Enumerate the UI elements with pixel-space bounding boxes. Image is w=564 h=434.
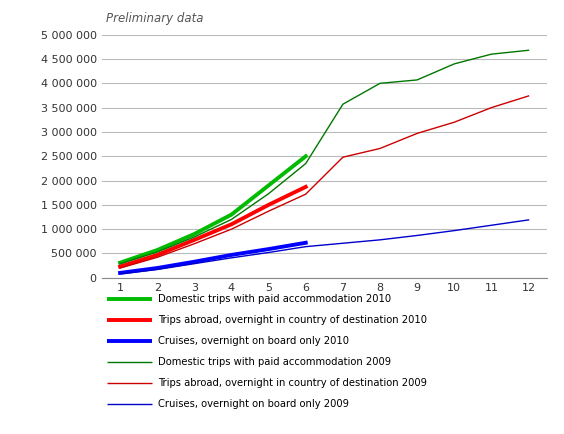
- Text: Preliminary data: Preliminary data: [106, 12, 204, 25]
- Cruises, overnight on board only 2009: [265, 250, 272, 255]
- Trips abroad, overnight in country of destination 2010: [228, 222, 235, 227]
- Domestic trips with paid accommodation 2010: [302, 154, 309, 159]
- Trips abroad, overnight in country of destination 2010: [265, 202, 272, 207]
- Cruises, overnight on board only 2010: [265, 247, 272, 252]
- Domestic trips with paid accommodation 2010: [265, 183, 272, 188]
- Text: Cruises, overnight on board only 2010: Cruises, overnight on board only 2010: [158, 336, 349, 346]
- Domestic trips with paid accommodation 2009: [414, 77, 421, 82]
- Line: Cruises, overnight on board only 2010: Cruises, overnight on board only 2010: [120, 243, 306, 273]
- Line: Cruises, overnight on board only 2009: Cruises, overnight on board only 2009: [120, 220, 528, 274]
- Cruises, overnight on board only 2010: [117, 270, 124, 276]
- Trips abroad, overnight in country of destination 2009: [154, 255, 161, 260]
- Cruises, overnight on board only 2010: [191, 259, 198, 264]
- Line: Trips abroad, overnight in country of destination 2009: Trips abroad, overnight in country of de…: [120, 96, 528, 268]
- Trips abroad, overnight in country of destination 2009: [191, 241, 198, 247]
- Cruises, overnight on board only 2009: [451, 228, 457, 233]
- Domestic trips with paid accommodation 2009: [191, 234, 198, 240]
- Cruises, overnight on board only 2010: [302, 240, 309, 245]
- Cruises, overnight on board only 2009: [414, 233, 421, 238]
- Domestic trips with paid accommodation 2009: [340, 102, 346, 107]
- Domestic trips with paid accommodation 2009: [302, 161, 309, 166]
- Cruises, overnight on board only 2010: [154, 266, 161, 271]
- Cruises, overnight on board only 2009: [340, 240, 346, 246]
- Trips abroad, overnight in country of destination 2009: [451, 120, 457, 125]
- Domestic trips with paid accommodation 2009: [117, 261, 124, 266]
- Domestic trips with paid accommodation 2010: [154, 247, 161, 253]
- Text: Trips abroad, overnight in country of destination 2009: Trips abroad, overnight in country of de…: [158, 378, 427, 388]
- Text: Trips abroad, overnight in country of destination 2010: Trips abroad, overnight in country of de…: [158, 315, 427, 326]
- Trips abroad, overnight in country of destination 2009: [265, 209, 272, 214]
- Trips abroad, overnight in country of destination 2009: [377, 146, 384, 151]
- Trips abroad, overnight in country of destination 2009: [525, 93, 532, 99]
- Cruises, overnight on board only 2009: [525, 217, 532, 223]
- Trips abroad, overnight in country of destination 2009: [340, 155, 346, 160]
- Domestic trips with paid accommodation 2009: [451, 61, 457, 66]
- Cruises, overnight on board only 2009: [228, 255, 235, 260]
- Trips abroad, overnight in country of destination 2009: [117, 266, 124, 271]
- Domestic trips with paid accommodation 2009: [228, 217, 235, 222]
- Domestic trips with paid accommodation 2010: [228, 212, 235, 217]
- Line: Trips abroad, overnight in country of destination 2010: Trips abroad, overnight in country of de…: [120, 187, 306, 266]
- Line: Domestic trips with paid accommodation 2009: Domestic trips with paid accommodation 2…: [120, 50, 528, 264]
- Text: Domestic trips with paid accommodation 2009: Domestic trips with paid accommodation 2…: [158, 357, 391, 367]
- Domestic trips with paid accommodation 2009: [265, 191, 272, 196]
- Cruises, overnight on board only 2009: [191, 261, 198, 266]
- Domestic trips with paid accommodation 2010: [117, 260, 124, 265]
- Cruises, overnight on board only 2009: [488, 223, 495, 228]
- Trips abroad, overnight in country of destination 2009: [302, 191, 309, 197]
- Text: Cruises, overnight on board only 2009: Cruises, overnight on board only 2009: [158, 398, 349, 409]
- Trips abroad, overnight in country of destination 2009: [414, 131, 421, 136]
- Domestic trips with paid accommodation 2010: [191, 231, 198, 237]
- Cruises, overnight on board only 2009: [117, 271, 124, 276]
- Line: Domestic trips with paid accommodation 2010: Domestic trips with paid accommodation 2…: [120, 156, 306, 263]
- Trips abroad, overnight in country of destination 2010: [191, 237, 198, 243]
- Domestic trips with paid accommodation 2009: [377, 81, 384, 86]
- Cruises, overnight on board only 2009: [302, 244, 309, 249]
- Trips abroad, overnight in country of destination 2010: [117, 264, 124, 269]
- Text: Domestic trips with paid accommodation 2010: Domestic trips with paid accommodation 2…: [158, 294, 391, 305]
- Cruises, overnight on board only 2009: [377, 237, 384, 243]
- Trips abroad, overnight in country of destination 2009: [228, 227, 235, 232]
- Domestic trips with paid accommodation 2009: [488, 52, 495, 57]
- Domestic trips with paid accommodation 2009: [525, 48, 532, 53]
- Cruises, overnight on board only 2009: [154, 267, 161, 272]
- Domestic trips with paid accommodation 2009: [154, 250, 161, 255]
- Cruises, overnight on board only 2010: [228, 252, 235, 257]
- Trips abroad, overnight in country of destination 2009: [488, 105, 495, 110]
- Trips abroad, overnight in country of destination 2010: [154, 252, 161, 257]
- Trips abroad, overnight in country of destination 2010: [302, 184, 309, 190]
